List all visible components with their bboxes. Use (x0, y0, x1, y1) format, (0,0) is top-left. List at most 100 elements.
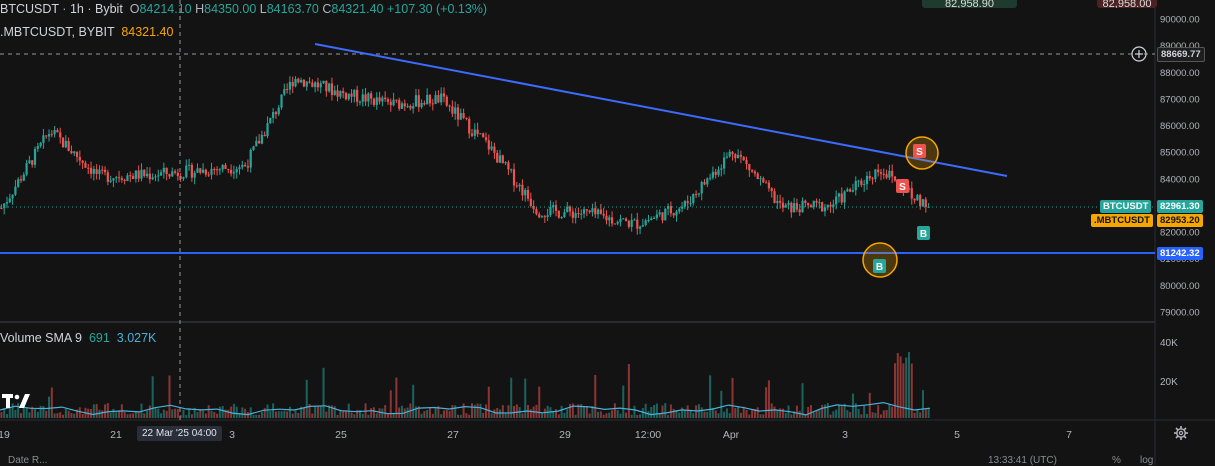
date-range-button[interactable]: Date R... (8, 455, 48, 466)
candle (787, 200, 790, 210)
volume-bar (538, 386, 541, 418)
volume-bar (188, 408, 191, 418)
descending-trendline[interactable] (314, 43, 1008, 177)
volume-indicator-name[interactable]: Volume SMA 9 (0, 331, 82, 345)
bottom-toolbar[interactable]: Date R... 13:33:41 (UTC) % log (0, 455, 1215, 466)
candle (812, 200, 815, 210)
volume-bar (865, 414, 868, 418)
volume-bar (487, 386, 490, 418)
candle (187, 158, 191, 171)
candle (661, 212, 664, 224)
volume-bar (675, 410, 678, 418)
volume-bar (885, 409, 888, 418)
candle (193, 170, 196, 185)
buy-signal-marker[interactable]: B (917, 226, 930, 240)
candle (526, 186, 530, 202)
separator: · (87, 2, 92, 16)
candle (64, 135, 67, 149)
candle (504, 161, 507, 166)
top-price-box-green[interactable]: 82,958.90 (922, 0, 1017, 8)
settings-gear-icon[interactable] (1173, 425, 1189, 441)
volume-bar (535, 404, 538, 418)
add-plus-icon[interactable] (1131, 46, 1147, 62)
volume-bar (162, 409, 165, 418)
volume-bar (739, 412, 742, 418)
candle (148, 167, 151, 184)
volume-bar (468, 414, 471, 418)
top-price-box-red[interactable]: 82,958.00 (1097, 0, 1157, 8)
volume-bar (728, 413, 731, 418)
volume-bar (129, 413, 132, 418)
overlay-symbol[interactable]: .MBTCUSDT, BYBIT (0, 25, 115, 39)
candle (176, 168, 179, 181)
candle (470, 128, 474, 138)
candle (115, 175, 118, 183)
symbol-legend[interactable]: BTCUSDT · 1h · Bybit O84214.10 H84350.00… (0, 2, 487, 16)
volume-bar (316, 405, 319, 418)
candle (686, 195, 689, 211)
buy-signal-marker[interactable]: B (873, 259, 886, 273)
volume-bar (361, 413, 364, 418)
volume-bar (437, 406, 440, 418)
candle (260, 130, 264, 145)
candle (420, 99, 423, 109)
tradingview-logo-icon[interactable] (2, 392, 32, 410)
volume-bar (857, 408, 860, 418)
candle (596, 208, 600, 219)
candle (518, 183, 521, 192)
overlay-legend[interactable]: .MBTCUSDT, BYBIT 84321.40 (0, 25, 173, 39)
candle (647, 214, 650, 223)
volume-bar (588, 413, 591, 418)
volume-bar (524, 378, 527, 418)
symbol-name[interactable]: BTCUSDT (0, 2, 59, 16)
candle (739, 150, 743, 164)
volume-bar (330, 405, 333, 418)
volume-bar (123, 411, 126, 418)
volume-bar (711, 407, 714, 418)
sell-signal-marker[interactable]: S (896, 179, 909, 193)
sell-signal-marker[interactable]: S (913, 144, 926, 158)
candle (423, 100, 426, 106)
volume-legend[interactable]: Volume SMA 9 691 3.027K (0, 331, 156, 345)
utc-clock[interactable]: 13:33:41 (UTC) (988, 455, 1057, 466)
volume-bar (490, 413, 493, 418)
candle (145, 166, 149, 179)
candle (162, 162, 165, 179)
candle (512, 163, 516, 192)
volume-bar (717, 413, 720, 418)
volume-axis[interactable]: 40K 20K (1160, 338, 1178, 388)
volume-bar (20, 413, 23, 418)
volume-bar (686, 405, 689, 418)
candle (428, 93, 432, 107)
crosshair-date-label: 22 Mar '25 04:00 (137, 426, 222, 441)
interval[interactable]: 1h (69, 2, 84, 16)
volume-bar (695, 405, 698, 418)
volume-bar (709, 375, 712, 418)
volume-bar (927, 407, 930, 418)
volume-bar (305, 379, 308, 418)
candle (770, 187, 773, 198)
candle (731, 150, 734, 161)
volume-bar (832, 411, 835, 418)
volume-bar (849, 412, 852, 418)
volume-bar (286, 411, 289, 418)
candle (835, 190, 838, 210)
candle (308, 77, 311, 84)
volume-bar (557, 414, 560, 418)
candle (753, 169, 757, 177)
volume-bar (650, 406, 653, 418)
candle (204, 168, 207, 177)
volume-bar (742, 406, 745, 418)
percent-toggle[interactable]: % (1112, 455, 1121, 466)
candle (521, 179, 524, 201)
volume-bar (482, 412, 485, 418)
candle (725, 152, 729, 159)
log-toggle[interactable]: log (1140, 455, 1154, 466)
volume-bar (597, 411, 600, 418)
candle (159, 169, 163, 177)
volume-bar (426, 409, 429, 418)
time-axis[interactable]: 19 21 3 25 27 29 12:00 Apr 3 5 7 (0, 429, 1072, 441)
volume-bar (384, 405, 387, 418)
volume-bar (154, 408, 157, 418)
